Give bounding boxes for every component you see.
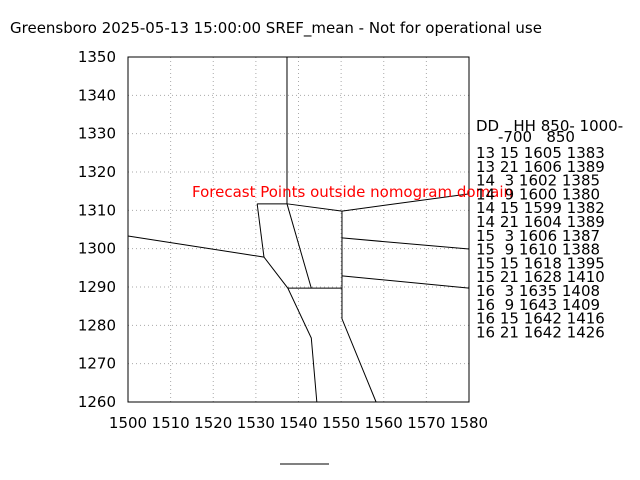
table-row: 13 15 1605 1383 [476, 144, 605, 162]
table-row: 16 9 1643 1409 [476, 296, 600, 314]
table-header: DD HH 850- 1000- [476, 117, 623, 135]
y-tick-label: 1330 [78, 125, 116, 143]
x-tick-label: 1570 [407, 414, 445, 432]
plot-frame [127, 56, 470, 403]
table-row: 14 3 1602 1385 [476, 172, 600, 190]
y-tick-label: 1300 [78, 240, 116, 258]
y-tick-label: 1350 [78, 48, 116, 66]
y-tick-label: 1310 [78, 201, 116, 219]
y-tick-label: 1320 [78, 163, 116, 181]
table-row: 16 15 1642 1416 [476, 310, 605, 328]
y-tick-label: 1280 [78, 316, 116, 334]
x-tick-label: 1550 [322, 414, 360, 432]
x-tick-label: 1560 [365, 414, 403, 432]
table-row: 15 3 1606 1387 [476, 227, 600, 245]
x-tick-label: 1580 [450, 414, 488, 432]
table-row: 14 9 1600 1380 [476, 185, 600, 203]
line [286, 203, 312, 289]
line [256, 203, 265, 258]
table-row: 16 21 1642 1426 [476, 323, 605, 341]
chart-title: Greensboro 2025-05-13 15:00:00 SREF_mean… [10, 19, 542, 38]
line [341, 275, 470, 289]
table-header: -700 850 [498, 128, 575, 146]
table-row: 15 21 1628 1410 [476, 268, 605, 286]
y-tick-label: 1290 [78, 278, 116, 296]
line [257, 193, 470, 212]
annotation: Forecast Points outside nomogram domain [192, 183, 513, 201]
y-tick-label: 1340 [78, 86, 116, 104]
table-row: 14 15 1599 1382 [476, 199, 605, 217]
x-tick-label: 1530 [237, 414, 275, 432]
table-row: 14 21 1604 1389 [476, 213, 605, 231]
table-row: 15 9 1610 1388 [476, 241, 600, 259]
x-tick-label: 1500 [109, 414, 147, 432]
table-row: 16 3 1635 1408 [476, 282, 600, 300]
line [341, 237, 470, 250]
y-tick-label: 1270 [78, 355, 116, 373]
table-row: 15 15 1618 1395 [476, 254, 605, 272]
y-tick-label: 1260 [78, 393, 116, 411]
x-tick-label: 1510 [152, 414, 190, 432]
x-tick-label: 1520 [194, 414, 232, 432]
table-row: 13 21 1606 1389 [476, 158, 605, 176]
x-tick-label: 1540 [279, 414, 317, 432]
line [341, 288, 377, 403]
line [127, 235, 318, 403]
